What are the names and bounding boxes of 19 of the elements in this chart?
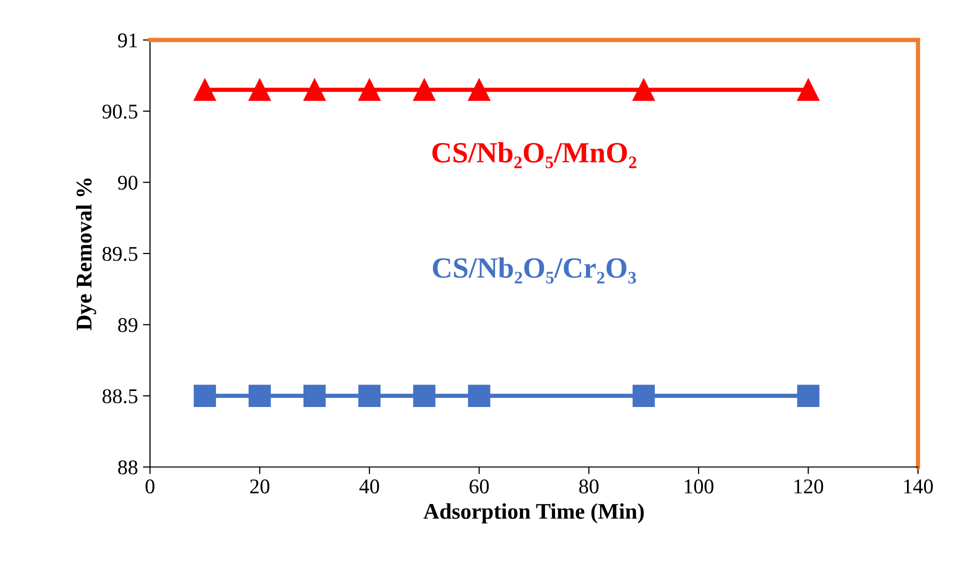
series-label: CS/Nb₂O₅/MnO₂ <box>432 142 636 168</box>
y-tick-label: 91 <box>118 33 137 48</box>
y-tick-label: 89.5 <box>102 246 138 262</box>
x-axis-title: Adsorption Time (Min) <box>424 503 644 524</box>
x-tick-label: 80 <box>579 479 598 494</box>
y-tick-label: 89 <box>118 318 138 332</box>
x-tick-label: 0 <box>146 479 154 494</box>
x-tick-label: 140 <box>904 479 933 494</box>
y-tick-label: 88.5 <box>102 389 138 404</box>
x-tick-label: 100 <box>684 479 714 494</box>
y-tick-label: 88 <box>118 460 138 474</box>
y-axis-title: Dye Removal % <box>76 178 96 330</box>
text: CS/Nb₂O₅/Cr₂O₃ <box>432 257 636 284</box>
x-tick-label: 60 <box>470 479 489 494</box>
x-tick-label: 120 <box>794 479 824 494</box>
x-tick-label: 20 <box>250 479 270 494</box>
y-tick-label: 90 <box>118 176 138 190</box>
y-tick-label: 90.5 <box>102 104 138 119</box>
x-tick-label: 40 <box>359 479 380 494</box>
